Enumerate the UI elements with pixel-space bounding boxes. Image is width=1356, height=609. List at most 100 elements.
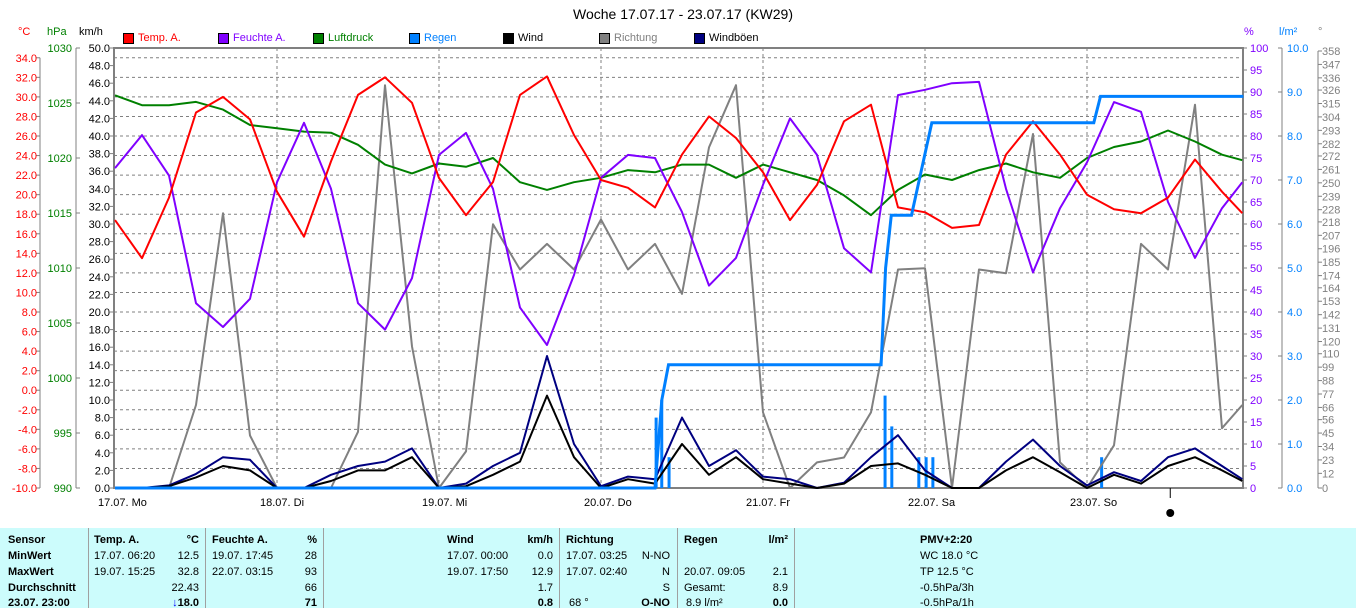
x-tick-label: 20.07. Do <box>584 497 632 509</box>
pressure-tick-label: 1015 <box>48 208 72 220</box>
wind-tick-label: 50.0 <box>89 43 110 55</box>
direction-tick-label: 185 <box>1322 257 1340 269</box>
windchill: WC 18.0 °C <box>920 550 979 562</box>
header-temp: Temp. A. <box>94 534 140 546</box>
header-wind-unit: km/h <box>527 534 553 546</box>
min-humidity-time: 19.07. 17:45 <box>212 550 274 562</box>
legend-label: Feuchte A. <box>233 32 286 44</box>
humidity-tick-label: 55 <box>1250 241 1262 253</box>
header-rain-unit: l/m² <box>768 534 788 546</box>
direction-tick-label: 164 <box>1322 283 1340 295</box>
row-label-max: MaxWert <box>8 566 54 578</box>
direction-tick-label: 336 <box>1322 73 1340 85</box>
legend-label: Regen <box>424 32 457 44</box>
legend-temp: Temp. A. <box>123 31 181 45</box>
series-temp-a <box>114 75 1244 260</box>
direction-tick-label: 99 <box>1322 362 1334 374</box>
header-direction: Richtung <box>566 534 614 546</box>
direction-tick-label: 45 <box>1322 428 1334 440</box>
wind-tick-label: 40.0 <box>89 131 110 143</box>
header-wind: Wind <box>447 534 474 546</box>
legend-swatch <box>503 32 514 44</box>
temp-tick-label: 20.0 <box>16 190 37 202</box>
rain-bar <box>667 457 671 488</box>
wind-tick-label: 8.0 <box>95 413 110 425</box>
row-label-avg: Durchschnitt <box>8 582 76 594</box>
temp-tick-label: 30.0 <box>16 92 37 104</box>
pressure-tick-label: 1005 <box>48 318 72 330</box>
rain-bar <box>883 395 887 488</box>
temp-tick-label: 14.0 <box>16 248 37 260</box>
rain-bar <box>924 457 928 488</box>
min-temp-time: 17.07. 06:20 <box>94 550 156 562</box>
legend-swatch <box>409 32 420 44</box>
legend-pressure: Luftdruck <box>313 31 373 45</box>
legend-label: Temp. A. <box>138 32 181 44</box>
wind-tick-label: 34.0 <box>89 184 110 196</box>
trend-down-icon: ↓ <box>172 597 178 609</box>
temp-tick-label: -6.0 <box>18 444 37 456</box>
temp-tick-label: -10.0 <box>12 483 37 495</box>
temp-tick-label: 24.0 <box>16 151 37 163</box>
wind-tick-label: 42.0 <box>89 113 110 125</box>
direction-tick-label: 110 <box>1322 349 1340 361</box>
wind-tick-label: 14.0 <box>89 360 110 372</box>
column-divider <box>205 528 206 608</box>
axes: 17.07. Mo 18.07. Di 19.07. Mi 20.07. Do 21.0… <box>12 43 1340 517</box>
temp-tick-label: -8.0 <box>18 463 37 475</box>
rain-tick-label: 5.0 <box>1287 263 1302 275</box>
current-direction-degrees: 68 ° <box>569 597 589 609</box>
humidity-tick-label: 10 <box>1250 439 1262 451</box>
pressure-tick-label: 1030 <box>48 43 72 55</box>
rain-bar <box>660 400 664 488</box>
legend-label: Windböen <box>709 32 759 44</box>
max-wind-time: 19.07. 17:50 <box>447 566 509 578</box>
min-direction-time: 17.07. 03:25 <box>566 550 628 562</box>
rain-bar <box>1100 457 1104 488</box>
current-rain: 0.0 <box>772 597 788 609</box>
series-regen <box>115 94 1244 490</box>
plot-frame <box>113 47 1244 489</box>
wind-tick-label: 10.0 <box>89 395 110 407</box>
direction-tick-label: 358 <box>1322 46 1340 58</box>
rain-bar <box>890 426 894 488</box>
legend-swatch <box>313 32 324 44</box>
series-feuchte-a <box>114 80 1244 346</box>
pressure-tick-label: 1010 <box>48 263 72 275</box>
wind-tick-label: 20.0 <box>89 307 110 319</box>
humidity-tick-label: 90 <box>1250 87 1262 99</box>
min-direction: N-NO <box>641 550 670 562</box>
statistics-table: Sensor Temp. A. °C Feuchte A. % Wind km/… <box>0 528 1356 609</box>
max-temp: 32.8 <box>177 566 199 578</box>
series-luftdruck <box>114 94 1243 217</box>
max-direction: N <box>662 566 670 578</box>
wind-tick-label: 0.0 <box>95 483 110 495</box>
rain-tick-label: 10.0 <box>1287 43 1308 55</box>
temp-tick-label: 28.0 <box>16 111 37 123</box>
min-wind: 0.0 <box>537 550 553 562</box>
pressure-tick-label: 995 <box>54 428 72 440</box>
direction-tick-label: 88 <box>1322 376 1334 388</box>
humidity-tick-label: 85 <box>1250 109 1262 121</box>
rain-bar <box>931 457 935 488</box>
rain-tick-label: 6.0 <box>1287 219 1302 231</box>
pressure-tick-label: 1025 <box>48 98 72 110</box>
max-wind: 12.9 <box>531 566 553 578</box>
max-rain: 2.1 <box>772 566 788 578</box>
x-tick-label: 23.07. So <box>1070 497 1117 509</box>
pressure-trend-1h: -0.5hPa/1h <box>920 597 974 609</box>
wind-tick-label: 38.0 <box>89 149 110 161</box>
direction-tick-label: 120 <box>1322 337 1340 349</box>
direction-tick-label: 196 <box>1322 244 1340 256</box>
direction-tick-label: 142 <box>1322 310 1340 322</box>
x-tick-label: 21.07. Fr <box>746 497 790 509</box>
humidity-tick-label: 5 <box>1250 461 1256 473</box>
current-direction: O-NO <box>641 597 670 609</box>
direction-tick-label: 12 <box>1322 468 1334 480</box>
temp-tick-label: 0.0 <box>22 385 37 397</box>
humidity-unit-label: % <box>1244 26 1254 38</box>
temp-tick-label: -4.0 <box>18 424 37 436</box>
pressure-unit-label: hPa <box>47 26 67 38</box>
column-divider <box>88 528 89 608</box>
rain-tick-label: 3.0 <box>1287 351 1302 363</box>
